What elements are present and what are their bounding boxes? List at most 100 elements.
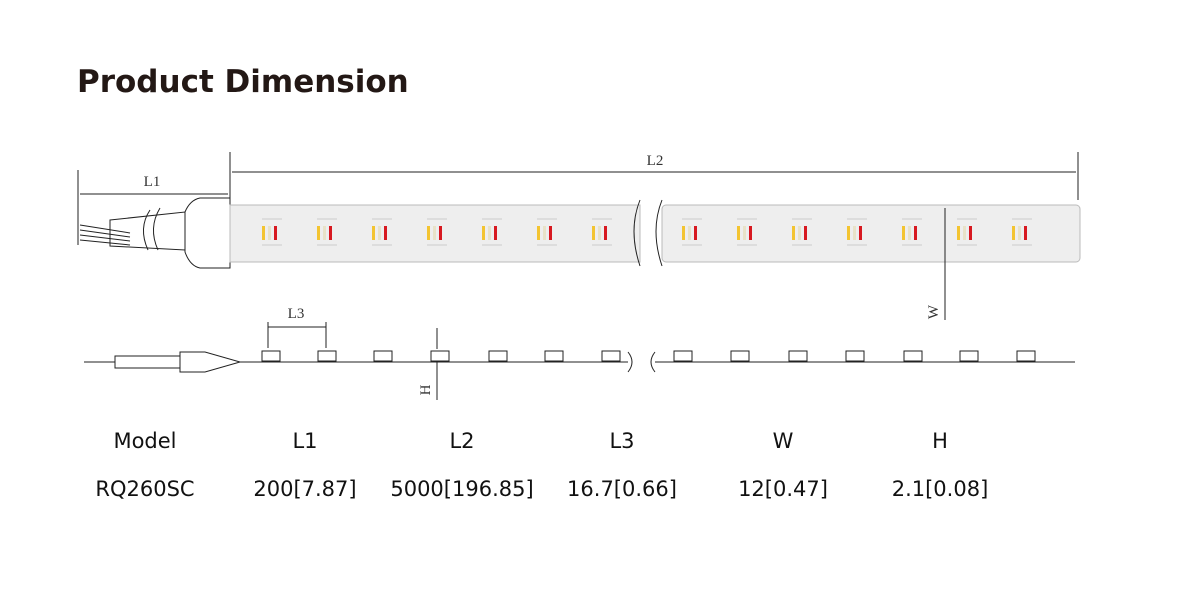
table-cell: 2.1[0.08] [892, 477, 989, 501]
led-dot [262, 244, 282, 246]
end-cap [184, 197, 231, 269]
pad [544, 350, 564, 362]
led-dot [737, 244, 757, 246]
led-warm [482, 226, 485, 240]
break [143, 207, 161, 251]
led-warm [847, 226, 850, 240]
title: Product Dimension [77, 64, 409, 100]
led-red [604, 226, 607, 240]
led-dot [537, 244, 557, 246]
wire [79, 229, 131, 238]
led-warm [317, 226, 320, 240]
led-warm [792, 226, 795, 240]
led-dot [902, 244, 922, 246]
led-red [804, 226, 807, 240]
led-white [543, 226, 546, 240]
dim-label: W [926, 304, 942, 319]
led-white [378, 226, 381, 240]
led-warm [592, 226, 595, 240]
pad [959, 350, 979, 362]
led-dot [262, 218, 282, 220]
led-dot [682, 244, 702, 246]
led-white [743, 226, 746, 240]
pad [903, 350, 923, 362]
led-warm [427, 226, 430, 240]
pad [261, 350, 281, 362]
led-dot [482, 244, 502, 246]
led-red [1024, 226, 1027, 240]
table-cell: RQ260SC [95, 477, 194, 501]
table-cell: 16.7[0.66] [567, 477, 677, 501]
cable [114, 355, 181, 369]
pad [730, 350, 750, 362]
led-dot [957, 218, 977, 220]
led-dot [372, 218, 392, 220]
led-red [914, 226, 917, 240]
led-dot [317, 244, 337, 246]
led-dot [427, 244, 447, 246]
led-white [433, 226, 436, 240]
led-warm [957, 226, 960, 240]
pad [845, 350, 865, 362]
table-cell: 12[0.47] [738, 477, 828, 501]
led-red [749, 226, 752, 240]
led-white [688, 226, 691, 240]
led-white [598, 226, 601, 240]
led-white [323, 226, 326, 240]
led-red [439, 226, 442, 240]
led-dot [902, 218, 922, 220]
led-dot [737, 218, 757, 220]
break [627, 351, 656, 373]
led-dot [1012, 218, 1032, 220]
led-red [494, 226, 497, 240]
dim-label: L1 [144, 174, 161, 190]
led-white [488, 226, 491, 240]
pad [673, 350, 693, 362]
wire [79, 239, 131, 246]
wire [79, 224, 131, 234]
column-header: L2 [449, 429, 474, 453]
dim-label: L3 [288, 306, 305, 322]
led-dot [847, 244, 867, 246]
led-dot [592, 218, 612, 220]
pad [1016, 350, 1036, 362]
pad [601, 350, 621, 362]
led-warm [737, 226, 740, 240]
led-dot [847, 218, 867, 220]
dim-label: L2 [647, 153, 664, 169]
led-dot [592, 244, 612, 246]
led-warm [682, 226, 685, 240]
pad [317, 350, 337, 362]
led-dot [792, 244, 812, 246]
led-red [969, 226, 972, 240]
led-dot [317, 218, 337, 220]
led-white [268, 226, 271, 240]
table-cell: 5000[196.85] [390, 477, 533, 501]
dim-label: H [418, 384, 434, 395]
led-red [384, 226, 387, 240]
led-white [1018, 226, 1021, 240]
led-white [798, 226, 801, 240]
led-dot [1012, 244, 1032, 246]
diagram: L1 L2 W L3 H [77, 152, 1081, 400]
led-warm [1012, 226, 1015, 240]
led-dot [482, 218, 502, 220]
led-warm [262, 226, 265, 240]
strip [661, 204, 1081, 263]
column-header: L3 [609, 429, 634, 453]
led-dot [372, 244, 392, 246]
pad [488, 350, 508, 362]
table: Model L1 L2 L3 W H RQ260SC 200[7.87] 5000[196.85… [95, 429, 988, 501]
led-dot [427, 218, 447, 220]
led-warm [902, 226, 905, 240]
led-warm [372, 226, 375, 240]
column-header: W [773, 429, 794, 453]
pad [373, 350, 393, 362]
led-red [329, 226, 332, 240]
table-cell: 200[7.87] [253, 477, 356, 501]
led-dot [682, 218, 702, 220]
led-dot [537, 218, 557, 220]
led-red [549, 226, 552, 240]
